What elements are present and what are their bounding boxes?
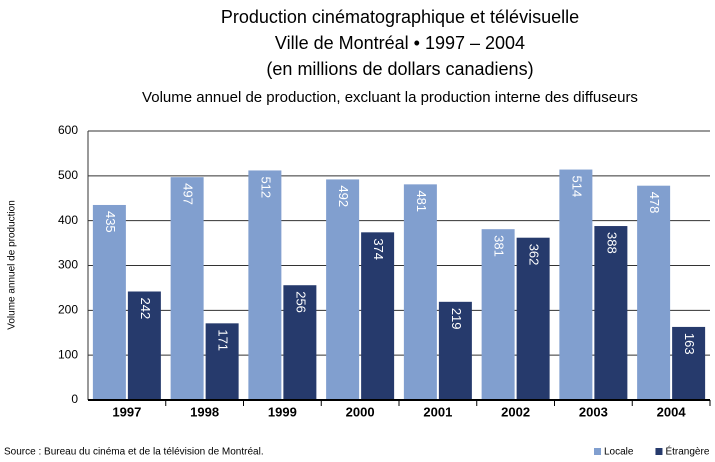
value-label: 497 — [181, 183, 196, 205]
bar — [637, 185, 671, 400]
legend-label: Étrangère — [665, 445, 709, 458]
y-tick-label: 100 — [58, 347, 78, 361]
chart-title: (en millions de dollars canadiens) — [266, 59, 533, 79]
legend-swatch — [594, 448, 601, 455]
chart-title: Production cinématographique et télévisu… — [221, 7, 579, 27]
y-tick-label: 200 — [58, 303, 78, 317]
x-tick-label: 2000 — [346, 404, 375, 419]
value-label: 492 — [336, 185, 351, 207]
value-label: 171 — [216, 329, 231, 351]
x-tick-label: 2002 — [501, 404, 530, 419]
x-tick-label: 1999 — [268, 404, 297, 419]
bar — [516, 237, 550, 400]
bar — [403, 184, 437, 400]
bar — [559, 169, 593, 400]
value-label: 163 — [682, 333, 697, 355]
y-tick-label: 500 — [58, 168, 78, 182]
bar — [248, 170, 282, 400]
value-label: 514 — [569, 176, 584, 198]
value-label: 242 — [138, 298, 153, 320]
value-label: 256 — [293, 291, 308, 313]
bar — [92, 204, 126, 400]
chart-title: Ville de Montréal • 1997 – 2004 — [275, 33, 525, 53]
chart-subtitle: Volume annuel de production, excluant la… — [142, 89, 638, 106]
y-tick-label: 400 — [58, 213, 78, 227]
legend-swatch — [655, 448, 663, 455]
bar — [481, 229, 515, 400]
bar — [594, 226, 628, 400]
bar — [438, 301, 472, 400]
value-label: 362 — [527, 244, 542, 266]
value-label: 478 — [647, 192, 662, 214]
value-label: 219 — [449, 308, 464, 330]
bar — [672, 326, 706, 400]
bar — [170, 177, 204, 400]
value-label: 435 — [103, 211, 118, 233]
value-label: 381 — [492, 235, 507, 257]
y-tick-label: 0 — [71, 392, 78, 406]
x-tick-label: 2004 — [657, 404, 687, 419]
value-label: 374 — [371, 238, 386, 260]
y-tick-label: 600 — [58, 123, 78, 137]
value-label: 481 — [414, 190, 429, 212]
x-tick-label: 2003 — [579, 404, 608, 419]
bar — [127, 291, 161, 400]
y-axis-label: Volume annuel de production — [7, 200, 18, 330]
source-note: Source : Bureau du cinéma et de la télév… — [4, 447, 264, 458]
x-tick-label: 1997 — [112, 404, 141, 419]
legend-label: Locale — [604, 447, 634, 458]
y-tick-label: 300 — [58, 258, 78, 272]
value-label: 512 — [258, 176, 273, 198]
value-label: 388 — [604, 232, 619, 254]
x-tick-label: 1998 — [190, 404, 219, 419]
bar — [326, 179, 360, 400]
bar — [283, 285, 317, 400]
bar — [361, 232, 395, 400]
x-tick-label: 2001 — [423, 404, 452, 419]
bar — [205, 323, 239, 400]
